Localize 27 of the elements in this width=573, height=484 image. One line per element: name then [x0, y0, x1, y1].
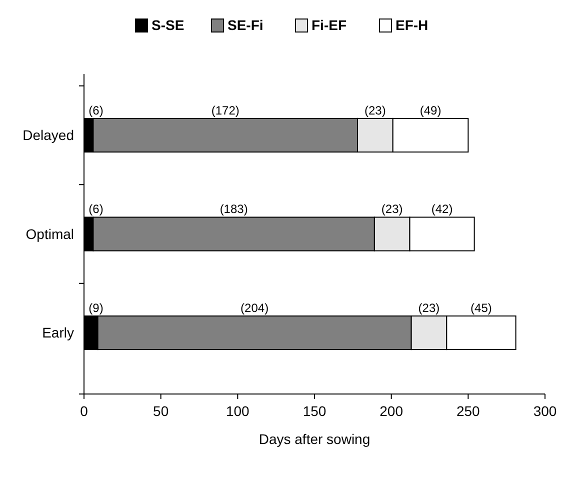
x-tick-label: 200: [380, 403, 404, 419]
x-tick-label: 150: [302, 403, 326, 419]
data-label: (23): [381, 202, 403, 216]
y-tick-label: Early: [42, 324, 74, 341]
data-label: (172): [211, 103, 240, 118]
x-tick-label: 100: [226, 403, 250, 419]
x-tick-label: 300: [533, 403, 557, 419]
data-label: (6): [88, 202, 104, 216]
data-label: (23): [418, 300, 440, 315]
x-tick-label: 50: [153, 403, 169, 419]
legend-label: EF-H: [396, 17, 428, 33]
y-tick-label: Optimal: [26, 226, 74, 242]
data-label: (204): [240, 300, 269, 315]
x-tick-label: 0: [80, 403, 88, 419]
data-label: (23): [364, 103, 386, 118]
x-tick-label: 250: [456, 403, 480, 419]
data-label: (183): [220, 202, 248, 216]
legend-label: SE-Fi: [228, 17, 264, 33]
data-label: (49): [420, 103, 442, 118]
data-label: (45): [470, 300, 492, 315]
data-label: (9): [88, 300, 104, 315]
data-label: (6): [88, 103, 104, 118]
legend-label: S-SE: [152, 17, 184, 33]
y-tick-label: Delayed: [22, 127, 74, 144]
data-label: (42): [431, 202, 453, 216]
x-axis-title: Days after sowing: [258, 431, 370, 447]
legend-label: Fi-EF: [312, 17, 347, 33]
